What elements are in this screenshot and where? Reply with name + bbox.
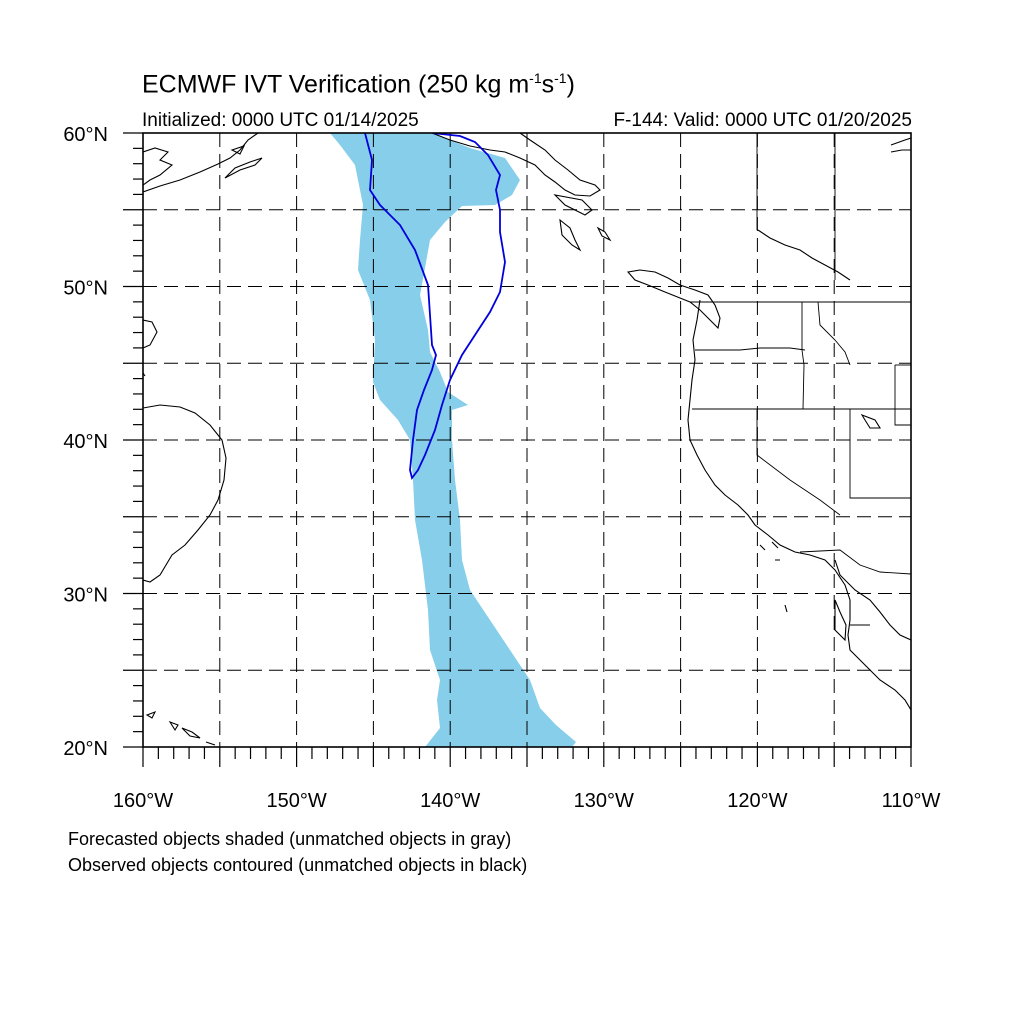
- initialized-time: Initialized: 0000 UTC 01/14/2025: [142, 110, 419, 131]
- lon-label: 160°W: [113, 790, 173, 812]
- lat-label: 20°N: [63, 738, 108, 760]
- valid-time: F-144: Valid: 0000 UTC 01/20/2025: [613, 110, 912, 131]
- latitude-labels: 20°N 30°N 40°N 50°N 60°N: [63, 124, 108, 760]
- lat-label: 30°N: [63, 585, 108, 607]
- observed-ivt-contour: [364, 133, 506, 481]
- lat-label: 60°N: [63, 124, 108, 146]
- lon-label: 150°W: [266, 790, 326, 812]
- legend-notes: Forecasted objects shaded (unmatched obj…: [68, 826, 527, 878]
- lon-label: 130°W: [574, 790, 634, 812]
- axis-ticks: [123, 132, 912, 767]
- lon-label: 120°W: [727, 790, 787, 812]
- forecast-legend-line: Forecasted objects shaded (unmatched obj…: [68, 829, 512, 849]
- coastlines: [143, 133, 911, 746]
- observed-legend-line: Observed objects contoured (unmatched ob…: [68, 855, 528, 875]
- longitude-labels: 160°W 150°W 140°W 130°W 120°W 110°W: [113, 790, 941, 812]
- forecast-ivt-object: [330, 133, 576, 747]
- lon-label: 140°W: [420, 790, 480, 812]
- lat-label: 50°N: [63, 278, 108, 300]
- lon-label: 110°W: [882, 790, 941, 812]
- map-gridlines: [143, 133, 911, 747]
- map-title: ECMWF IVT Verification (250 kg m-1s-1): [142, 70, 575, 99]
- political-borders: [690, 133, 911, 626]
- lat-label: 40°N: [63, 431, 108, 453]
